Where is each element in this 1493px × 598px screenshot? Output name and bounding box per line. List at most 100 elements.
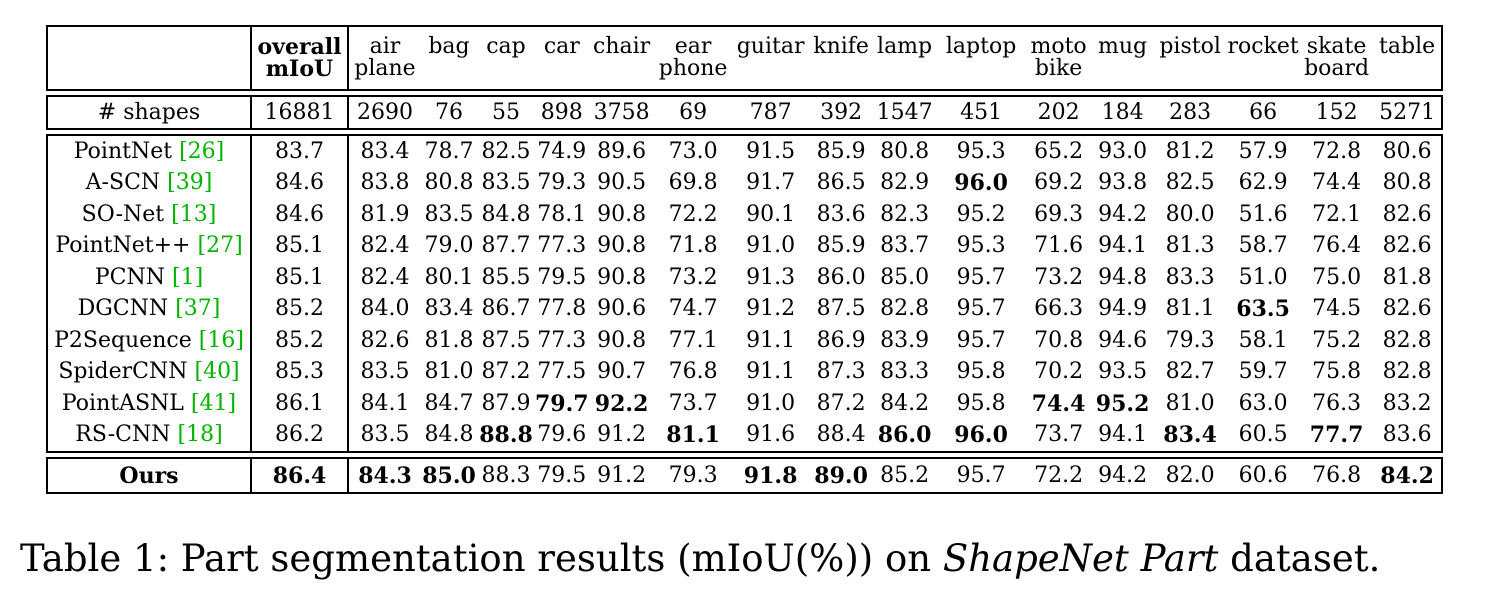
value-cell: 82.9: [880, 170, 930, 196]
header-cell: bike: [1025, 58, 1092, 91]
header-cell: [1091, 58, 1154, 91]
value-cell: 74.4: [1312, 170, 1362, 196]
method-row: PointNet++ [27] 85.1 82.4 79.0 87.7 77.3 90.8 7…: [46, 230, 1443, 262]
value-cell: 87.5: [816, 296, 866, 322]
value-cell: 79.0: [424, 233, 474, 259]
value-cell: 81.0: [424, 359, 474, 385]
value-cell: 85.1: [251, 230, 349, 262]
header-cell: [421, 58, 477, 91]
value-cell: 75.8: [1312, 359, 1362, 385]
value-cell: 82.8: [1373, 356, 1443, 388]
value-cell: 83.2: [1373, 388, 1443, 420]
value-cell: 95.2: [956, 201, 1006, 227]
shape-count-cell: 1547: [872, 95, 937, 130]
value-cell: 83.5: [481, 170, 531, 196]
value-cell: 93.8: [1098, 170, 1148, 196]
value-cell: 57.9: [1226, 134, 1300, 168]
value-cell: 84.8: [421, 419, 477, 453]
value-cell: 91.1: [746, 327, 796, 353]
method-row: PointASNL [41] 86.1 84.1 84.7 87.9 79.7 92.2 73…: [46, 388, 1443, 420]
value-cell: 85.0: [880, 264, 930, 290]
value-cell: 73.0: [654, 134, 732, 168]
citation-link[interactable]: [18]: [177, 422, 223, 448]
shape-count-cell: 898: [535, 95, 589, 130]
value-cell: 80.8: [1373, 167, 1443, 199]
value-cell: 81.8: [424, 327, 474, 353]
method-name: PointNet++: [55, 233, 191, 259]
value-cell: 91.8: [731, 457, 810, 494]
value-cell: 93.0: [1091, 134, 1154, 168]
caption-suffix: dataset.: [1218, 537, 1381, 580]
header-cell: guitar: [731, 25, 810, 58]
ours-row: Ours 86.4 84.3 85.0 88.3 79.5 91.2 79.3 91.8 89.0…: [46, 457, 1443, 494]
value-cell: 87.2: [816, 390, 866, 416]
value-cell: 83.9: [880, 327, 930, 353]
value-cell: 86.4: [251, 457, 349, 494]
header-cell: [535, 58, 589, 91]
citation-link[interactable]: [37]: [175, 296, 221, 322]
value-cell: 90.8: [597, 264, 647, 290]
header-cell: rocket: [1226, 25, 1300, 58]
value-cell: 84.6: [251, 167, 349, 199]
value-cell: 88.8: [477, 419, 535, 453]
citation-link[interactable]: [27]: [197, 233, 243, 259]
value-cell: 90.7: [597, 359, 647, 385]
value-cell: 80.6: [1373, 134, 1443, 168]
value-cell: 91.1: [746, 359, 796, 385]
method-name-cell: Ours: [46, 457, 252, 494]
value-cell: 82.0: [1153, 457, 1227, 494]
citation-link[interactable]: [26]: [179, 138, 225, 164]
value-cell: 83.6: [816, 201, 866, 227]
method-name-cell: RS-CNN [18]: [46, 419, 252, 453]
citation-link[interactable]: [16]: [198, 327, 244, 353]
results-table: overall air bag cap car chair ear guitar knife la…: [46, 25, 1443, 494]
value-cell: 51.6: [1238, 201, 1288, 227]
method-name-cell: PointNet [26]: [46, 134, 252, 168]
value-cell: 85.9: [816, 233, 866, 259]
method-name-cell: SO-Net [13]: [46, 199, 252, 231]
header-cell: car: [535, 25, 589, 58]
citation-link[interactable]: [40]: [194, 359, 240, 385]
table-caption: Table 1: Part segmentation results (mIoU…: [20, 537, 1380, 580]
value-cell: 84.3: [348, 457, 421, 494]
header-cell: [809, 58, 873, 91]
value-cell: 66.3: [1034, 296, 1084, 322]
shape-count-cell: 69: [654, 95, 732, 130]
method-name-cell: PCNN [1]: [46, 262, 252, 294]
value-cell: 89.6: [588, 134, 655, 168]
citation-link[interactable]: [41]: [190, 390, 237, 416]
value-cell: 73.2: [1034, 264, 1084, 290]
value-cell: 77.1: [668, 327, 718, 353]
method-name: P2Sequence: [54, 327, 192, 353]
value-cell: 78.7: [421, 134, 477, 168]
method-name: DGCNN: [77, 296, 169, 322]
header-cell: chair: [588, 25, 655, 58]
header-cell: lamp: [872, 25, 937, 58]
header-cell: [1153, 58, 1227, 91]
value-cell: 73.7: [668, 390, 718, 416]
header-cell: [477, 58, 535, 91]
value-cell: 71.6: [1034, 233, 1084, 259]
method-name-cell: PointASNL [41]: [46, 388, 252, 420]
value-cell: 79.3: [1165, 327, 1215, 353]
value-cell: 82.4: [360, 264, 410, 290]
method-row: SpiderCNN [40] 85.3 83.5 81.0 87.2 77.5 90.7 76…: [46, 356, 1443, 388]
shape-count-cell: 283: [1153, 95, 1227, 130]
value-cell: 80.8: [424, 170, 474, 196]
value-cell: 94.8: [1098, 264, 1148, 290]
citation-link[interactable]: [1]: [171, 264, 204, 290]
value-cell: 91.6: [731, 419, 810, 453]
value-cell: 83.4: [1153, 419, 1227, 453]
value-cell: 90.8: [597, 201, 647, 227]
header-cell: knife: [809, 25, 873, 58]
value-cell: 72.2: [1025, 457, 1092, 494]
value-cell: 76.8: [1299, 457, 1374, 494]
value-cell: 85.9: [809, 134, 873, 168]
citation-link[interactable]: [39]: [167, 170, 213, 196]
value-cell: 79.7: [535, 390, 589, 417]
citation-link[interactable]: [13]: [171, 201, 217, 227]
value-cell: 91.0: [746, 233, 796, 259]
value-cell: 95.3: [936, 134, 1026, 168]
method-row: PCNN [1] 85.1 82.4 80.1 85.5 79.5 90.8 73.2 91.3…: [46, 262, 1443, 294]
value-cell: 87.2: [481, 359, 531, 385]
